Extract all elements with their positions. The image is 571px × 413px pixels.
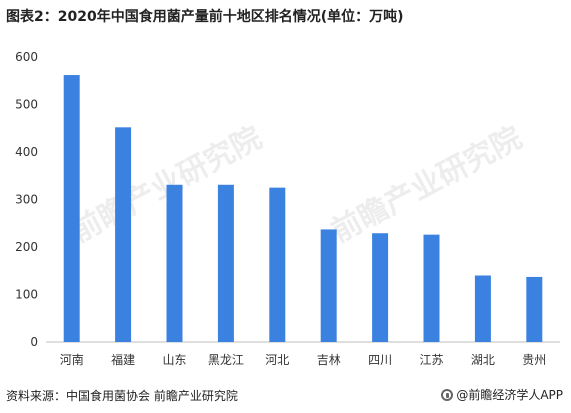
bar [63, 75, 80, 343]
y-tick-label: 0 [30, 335, 38, 349]
x-tick-label: 湖北 [471, 352, 495, 367]
bar [423, 234, 440, 342]
bar [320, 229, 337, 342]
x-tick-label: 江苏 [419, 353, 443, 367]
y-tick-label: 300 [15, 193, 38, 207]
source-note: 资料来源：中国食用菌协会 前瞻产业研究院 [6, 389, 238, 403]
brand-logo-icon [441, 388, 454, 401]
bar [372, 233, 389, 342]
y-tick-label: 500 [15, 98, 38, 112]
brand-label: @前瞻经济学人APP [456, 388, 563, 402]
x-tick-label: 山东 [162, 353, 186, 367]
y-tick-label: 400 [15, 145, 38, 159]
bar [526, 276, 543, 342]
bar-chart: 0 100 200 300 400 500 600 河南 福建 山东 黑龙江 河北 吉林 四川 江苏 湖北 贵州 [15, 50, 560, 367]
x-tick-label: 四川 [368, 353, 392, 367]
x-tick-label: 吉林 [317, 353, 341, 367]
x-tick-label: 黑龙江 [208, 353, 244, 367]
bar [474, 275, 491, 342]
brand-credit: @前瞻经济学人APP [441, 386, 563, 403]
bar [166, 184, 183, 342]
x-tick-label: 河南 [60, 352, 84, 367]
y-tick-label: 200 [15, 240, 38, 254]
chart-title: 图表2：2020年中国食用菌产量前十地区排名情况(单位：万吨) [6, 9, 404, 25]
bar [217, 184, 234, 342]
bar [115, 127, 132, 342]
y-tick-label: 600 [15, 50, 38, 64]
x-tick-label: 贵州 [522, 353, 546, 367]
bar [269, 187, 286, 342]
y-tick-label: 100 [15, 288, 38, 302]
x-tick-label: 河北 [265, 353, 289, 367]
x-tick-label: 福建 [111, 352, 135, 367]
